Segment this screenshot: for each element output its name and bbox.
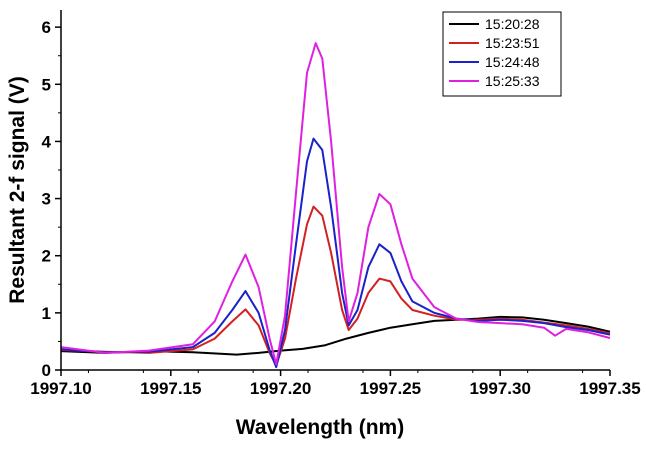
y-tick-label: 5 [42,75,51,94]
series-line-2 [60,205,611,367]
plot-lines [60,42,611,369]
legend-label: 15:20:28 [485,16,540,32]
x-axis-label: Wavelength (nm) [236,416,404,439]
y-tick-label: 6 [42,18,51,37]
series-line-3 [60,137,611,369]
x-tick-label: 1997.30 [469,379,530,398]
y-tick-label: 4 [42,132,52,151]
series-line-4 [60,42,611,366]
legend: 15:20:28 15:23:51 15:24:48 15:25:33 [442,11,562,97]
x-tick-label: 1997.10 [30,379,91,398]
legend-label: 15:24:48 [485,54,540,70]
axes [60,10,610,371]
x-tick-label: 1997.35 [579,379,640,398]
y-tick-label: 2 [42,247,51,266]
series-line-1 [60,315,611,356]
y-tick-label: 0 [42,361,51,380]
y-axis-label: Resultant 2-f signal (V) [6,76,29,304]
y-tick-label: 3 [42,190,51,209]
ticks: 1997.10 1997.15 1997.20 1997.25 1997.30 1997.… [30,18,640,398]
legend-label: 15:25:33 [485,73,540,89]
y-tick-label: 1 [42,304,51,323]
legend-label: 15:23:51 [485,35,540,51]
x-tick-label: 1997.20 [250,379,311,398]
x-tick-label: 1997.15 [140,379,201,398]
x-tick-label: 1997.25 [360,379,421,398]
